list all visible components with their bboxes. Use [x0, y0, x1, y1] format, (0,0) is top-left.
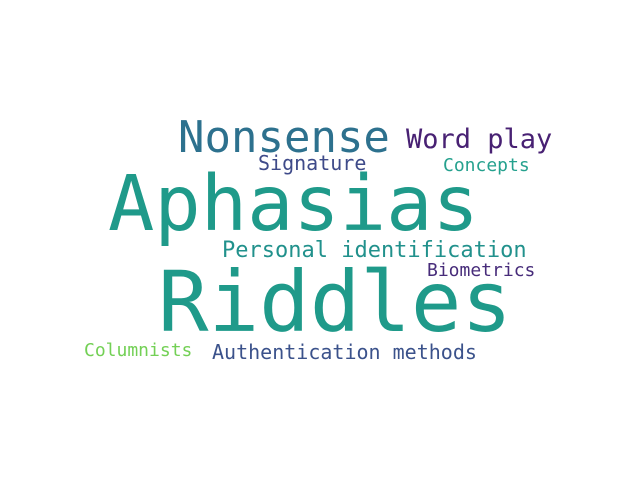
word-biometrics: Biometrics	[427, 260, 536, 281]
word-word-play: Word play	[406, 124, 553, 155]
word-columnists: Columnists	[84, 340, 193, 361]
word-aphasias: Aphasias	[108, 160, 479, 249]
word-signature: Signature	[258, 151, 367, 175]
word-authentication-methods: Authentication methods	[212, 340, 477, 364]
word-nonsense: Nonsense	[178, 112, 390, 163]
word-concepts: Concepts	[443, 155, 530, 176]
word-personal-identification: Personal identification	[222, 238, 527, 263]
word-riddles: Riddles	[158, 253, 513, 351]
